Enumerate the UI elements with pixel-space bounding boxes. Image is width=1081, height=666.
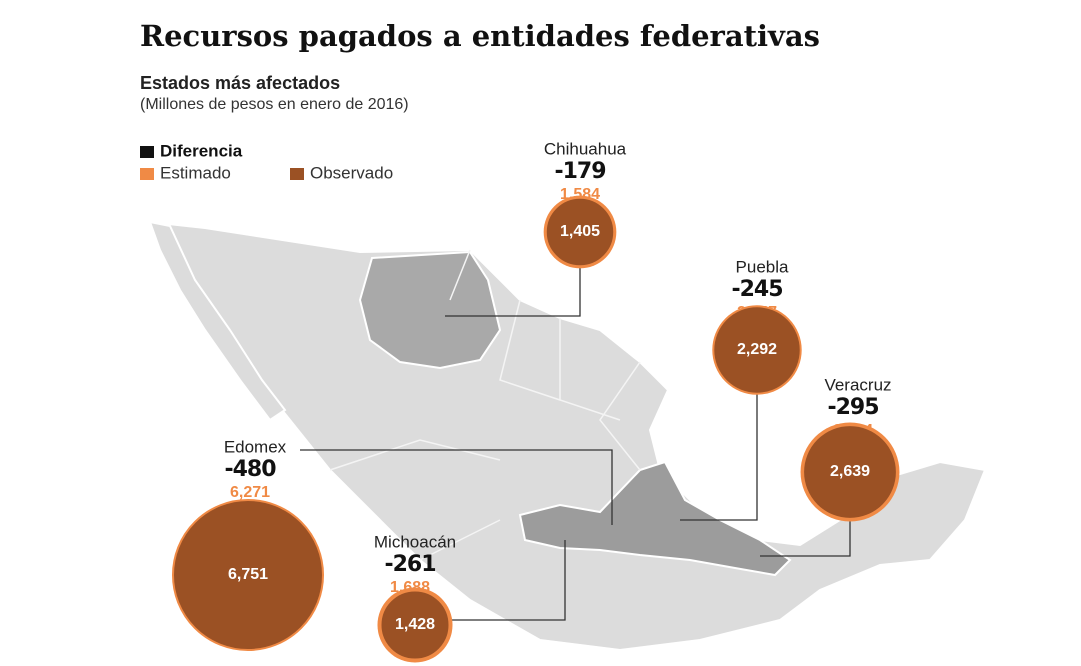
mexico-land	[147, 220, 987, 652]
difference: -480	[224, 457, 276, 482]
leader-line	[760, 506, 851, 557]
leader-line	[300, 449, 613, 525]
observed-label: 6,751	[228, 566, 268, 583]
difference: -261	[384, 552, 435, 577]
estimated-label: 6,271	[230, 484, 270, 501]
states: Chihuahua-1791,5841,405Puebla-2452,0472,…	[171, 139, 900, 663]
state-name: Veracruz	[824, 375, 891, 394]
observed-bubble	[171, 498, 325, 652]
observed-bubble	[379, 589, 451, 661]
note: (Millones de pesos en enero de 2016)	[140, 96, 409, 113]
difference: -179	[554, 159, 605, 184]
legend-swatch	[290, 168, 304, 180]
state-name: Chihuahua	[544, 139, 627, 158]
leader-line	[680, 384, 758, 521]
title: Recursos pagados a entidades federativas	[140, 19, 820, 53]
map	[147, 220, 987, 652]
subtitle: Estados más afectados	[140, 73, 340, 93]
legend-label: Diferencia	[160, 141, 243, 160]
legend-label: Observado	[310, 163, 393, 182]
observed-label: 1,428	[395, 616, 435, 633]
observed-label: 2,639	[830, 463, 870, 480]
central-states	[518, 460, 792, 577]
leader-lines	[300, 266, 851, 621]
leader-line	[445, 266, 581, 317]
observed-bubble	[712, 305, 802, 395]
observed-bubble	[802, 424, 898, 520]
observed-label: 1,405	[560, 223, 600, 240]
state-name: Puebla	[736, 257, 789, 276]
leader-line	[452, 540, 566, 621]
legend-swatch	[140, 168, 154, 180]
state-borders	[329, 249, 641, 561]
observed-bubble	[544, 196, 616, 268]
baja-california	[148, 220, 287, 422]
difference: -295	[827, 395, 878, 420]
observed-label: 2,292	[737, 341, 777, 358]
legend-label: Estimado	[160, 163, 231, 182]
difference: -245	[731, 277, 782, 302]
state-name: Michoacán	[374, 532, 456, 551]
state-name: Edomex	[224, 437, 287, 456]
legend-swatch	[140, 146, 154, 158]
chihuahua-state	[358, 250, 502, 370]
